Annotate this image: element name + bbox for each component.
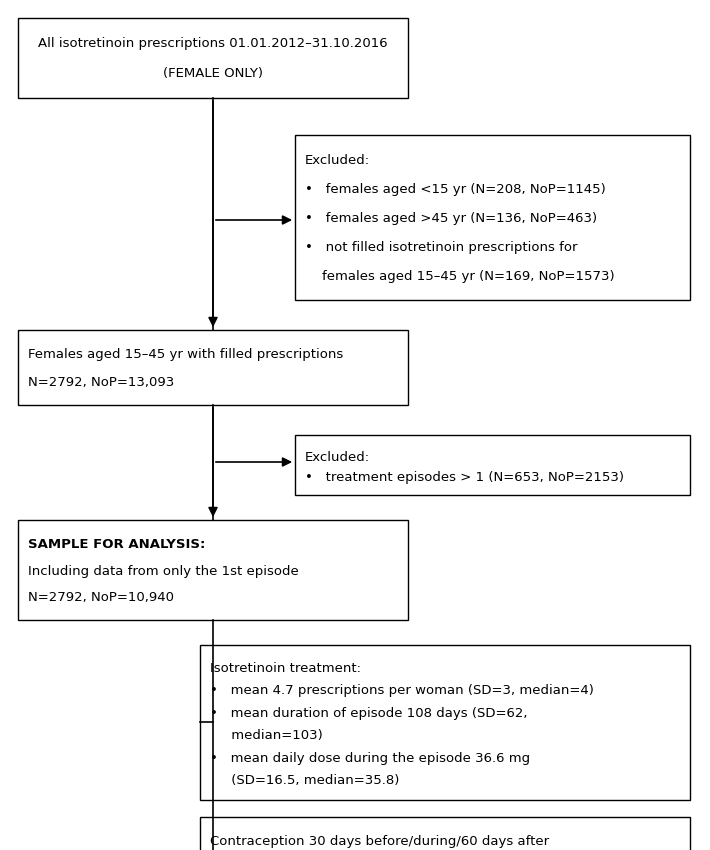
Text: Excluded:: Excluded: xyxy=(305,154,370,167)
Text: •   mean duration of episode 108 days (SD=62,: • mean duration of episode 108 days (SD=… xyxy=(210,706,528,720)
Text: Isotretinoin treatment:: Isotretinoin treatment: xyxy=(210,662,361,675)
Text: (FEMALE ONLY): (FEMALE ONLY) xyxy=(163,67,263,80)
Text: •   females aged <15 yr (N=208, NoP=1145): • females aged <15 yr (N=208, NoP=1145) xyxy=(305,183,606,196)
Text: Contraception 30 days before/during/60 days after: Contraception 30 days before/during/60 d… xyxy=(210,835,549,847)
Bar xyxy=(18,520,408,620)
Bar xyxy=(200,817,690,850)
Text: Including data from only the 1st episode: Including data from only the 1st episode xyxy=(28,564,299,578)
Bar xyxy=(18,330,408,405)
Text: median=103): median=103) xyxy=(210,729,323,742)
Bar xyxy=(18,18,408,98)
Bar xyxy=(295,435,690,495)
Text: females aged 15–45 yr (N=169, NoP=1573): females aged 15–45 yr (N=169, NoP=1573) xyxy=(305,269,615,283)
Text: (SD=16.5, median=35.8): (SD=16.5, median=35.8) xyxy=(210,774,399,787)
Text: N=2792, NoP=10,940: N=2792, NoP=10,940 xyxy=(28,592,174,604)
Text: •   treatment episodes > 1 (N=653, NoP=2153): • treatment episodes > 1 (N=653, NoP=215… xyxy=(305,471,624,484)
Text: SAMPLE FOR ANALYSIS:: SAMPLE FOR ANALYSIS: xyxy=(28,538,205,551)
Text: Females aged 15–45 yr with filled prescriptions: Females aged 15–45 yr with filled prescr… xyxy=(28,348,343,361)
Text: •   mean daily dose during the episode 36.6 mg: • mean daily dose during the episode 36.… xyxy=(210,751,530,765)
Bar xyxy=(295,135,690,300)
Text: •   mean 4.7 prescriptions per woman (SD=3, median=4): • mean 4.7 prescriptions per woman (SD=3… xyxy=(210,684,594,697)
Text: N=2792, NoP=13,093: N=2792, NoP=13,093 xyxy=(28,376,174,388)
Text: Excluded:: Excluded: xyxy=(305,451,370,464)
Text: •   not filled isotretinoin prescriptions for: • not filled isotretinoin prescriptions … xyxy=(305,241,577,253)
Bar xyxy=(200,645,690,800)
Text: All isotretinoin prescriptions 01.01.2012–31.10.2016: All isotretinoin prescriptions 01.01.201… xyxy=(38,37,388,50)
Text: •   females aged >45 yr (N=136, NoP=463): • females aged >45 yr (N=136, NoP=463) xyxy=(305,212,597,224)
